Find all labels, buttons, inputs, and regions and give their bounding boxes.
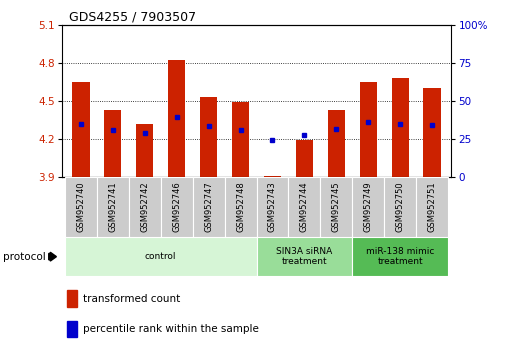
Bar [295,140,313,177]
Bar [360,82,377,177]
Bar [97,177,129,237]
Text: SIN3A siRNA
treatment: SIN3A siRNA treatment [277,247,332,266]
Text: GSM952750: GSM952750 [396,182,405,233]
Text: protocol: protocol [3,252,45,262]
Bar [384,177,416,237]
Bar [256,177,288,237]
Text: GSM952749: GSM952749 [364,182,373,233]
Bar [328,110,345,177]
Bar [352,177,384,237]
Text: transformed count: transformed count [83,294,180,304]
Text: GSM952741: GSM952741 [108,182,117,233]
Bar [65,177,97,237]
Bar [423,88,441,177]
Bar [225,177,256,237]
Bar [391,78,409,177]
Bar [416,177,448,237]
Text: GSM952743: GSM952743 [268,182,277,233]
Bar [67,320,77,337]
Bar [256,237,352,276]
Bar [200,97,218,177]
Text: GSM952751: GSM952751 [428,182,437,233]
Bar [192,177,225,237]
Text: miR-138 mimic
treatment: miR-138 mimic treatment [366,247,435,266]
Bar [168,60,185,177]
Bar [321,177,352,237]
Bar [161,177,192,237]
Text: GDS4255 / 7903507: GDS4255 / 7903507 [69,11,196,24]
Text: GSM952740: GSM952740 [76,182,85,233]
Bar [67,290,77,307]
Text: GSM952746: GSM952746 [172,182,181,233]
Text: GSM952744: GSM952744 [300,182,309,233]
Text: GSM952747: GSM952747 [204,182,213,233]
Bar [136,124,153,177]
Text: GSM952742: GSM952742 [140,182,149,233]
Text: GSM952745: GSM952745 [332,182,341,233]
Text: control: control [145,252,176,261]
Text: GSM952748: GSM952748 [236,182,245,233]
Bar [72,82,90,177]
Bar [232,102,249,177]
Text: percentile rank within the sample: percentile rank within the sample [83,324,259,334]
Bar [264,176,281,177]
Bar [65,237,256,276]
Bar [129,177,161,237]
Bar [352,237,448,276]
Bar [104,110,122,177]
Bar [288,177,321,237]
